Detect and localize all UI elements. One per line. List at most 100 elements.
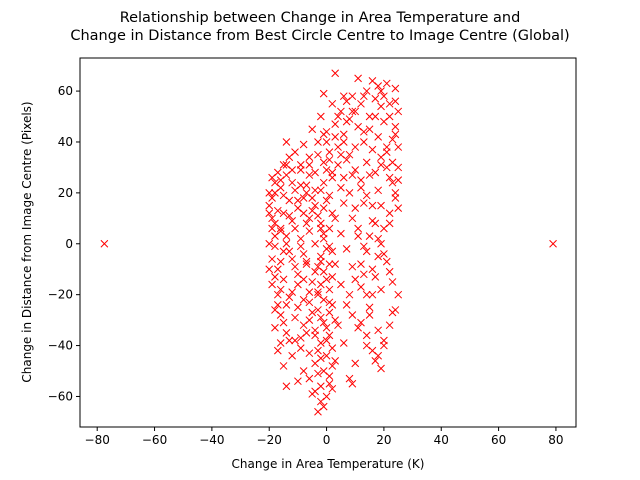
data-point (371, 219, 380, 228)
data-point (299, 194, 308, 202)
data-point (328, 209, 337, 218)
data-point (359, 242, 368, 251)
data-point (377, 161, 385, 169)
data-point (359, 92, 368, 101)
data-point (314, 407, 322, 416)
data-point (337, 183, 345, 192)
data-point (357, 99, 365, 108)
data-point (348, 379, 357, 388)
data-point (351, 143, 360, 151)
data-point (377, 153, 385, 162)
data-point (273, 265, 282, 274)
data-point (359, 138, 368, 146)
data-point (294, 196, 302, 205)
data-point (279, 209, 288, 218)
data-point (371, 356, 380, 365)
data-point (291, 313, 299, 322)
data-point (296, 344, 305, 352)
data-point (316, 339, 325, 347)
data-point (354, 74, 362, 83)
data-point (316, 313, 325, 322)
data-point (365, 232, 374, 240)
data-point (362, 331, 371, 340)
data-point (319, 89, 328, 98)
data-point (354, 122, 362, 131)
data-point (359, 270, 368, 279)
data-point (348, 171, 357, 179)
data-point (331, 356, 340, 365)
data-point (302, 219, 311, 228)
data-point (342, 300, 351, 309)
data-point (351, 359, 360, 368)
data-point (337, 280, 345, 289)
data-point (368, 290, 377, 299)
data-point (268, 224, 276, 233)
data-point (354, 323, 362, 332)
x-tick-label: 80 (548, 433, 563, 447)
data-point (319, 178, 328, 187)
data-point (331, 260, 340, 268)
data-point (279, 318, 288, 327)
data-point (331, 214, 340, 223)
data-point (394, 143, 403, 151)
data-point (279, 275, 288, 284)
data-point (282, 328, 291, 337)
data-point (385, 267, 394, 276)
data-point (351, 204, 360, 212)
data-point (362, 87, 371, 95)
data-point (325, 285, 334, 294)
data-point (348, 214, 357, 223)
data-point (339, 339, 348, 347)
data-point (291, 262, 299, 271)
data-point (271, 232, 279, 240)
data-point (319, 234, 328, 243)
data-point (308, 206, 317, 215)
data-point (282, 300, 291, 309)
data-point (351, 275, 360, 284)
y-tick-label: 20 (58, 186, 73, 200)
data-point (100, 239, 109, 248)
data-point (322, 323, 331, 332)
data-point (302, 328, 311, 337)
data-point (345, 374, 354, 383)
data-point (265, 265, 274, 274)
y-tick-label: 0 (65, 237, 73, 251)
data-point (276, 224, 285, 233)
data-point (385, 209, 394, 218)
data-point (382, 143, 391, 151)
data-point (339, 199, 348, 207)
data-point (325, 191, 334, 200)
data-points (100, 69, 557, 416)
data-point (385, 112, 394, 121)
x-tick-label: 40 (434, 433, 449, 447)
y-tick-label: −60 (48, 389, 73, 403)
data-point (299, 295, 308, 304)
data-point (380, 224, 388, 233)
data-point (337, 150, 345, 159)
data-point (268, 255, 276, 263)
data-point (308, 125, 317, 134)
data-point (337, 229, 345, 238)
data-point (305, 153, 314, 162)
data-point (265, 189, 274, 197)
x-tick-label: 0 (323, 433, 331, 447)
data-point (299, 367, 308, 375)
x-tick-label: −60 (142, 433, 167, 447)
y-axis-label: Change in Distance from Image Centre (Pi… (20, 101, 34, 382)
data-point (342, 117, 351, 126)
x-axis-ticks: −80 −60 −40 −20 0 20 40 60 80 (85, 427, 564, 447)
data-point (394, 176, 403, 185)
data-point (305, 171, 314, 179)
data-point (273, 290, 282, 299)
data-point (319, 204, 328, 212)
data-point (331, 69, 340, 78)
data-point (385, 173, 394, 182)
data-point (357, 283, 365, 291)
data-point (322, 196, 331, 205)
data-point (319, 158, 328, 167)
data-point (371, 168, 380, 177)
data-point (291, 224, 299, 233)
data-point (288, 217, 297, 225)
data-point (302, 257, 311, 266)
data-point (331, 133, 340, 141)
